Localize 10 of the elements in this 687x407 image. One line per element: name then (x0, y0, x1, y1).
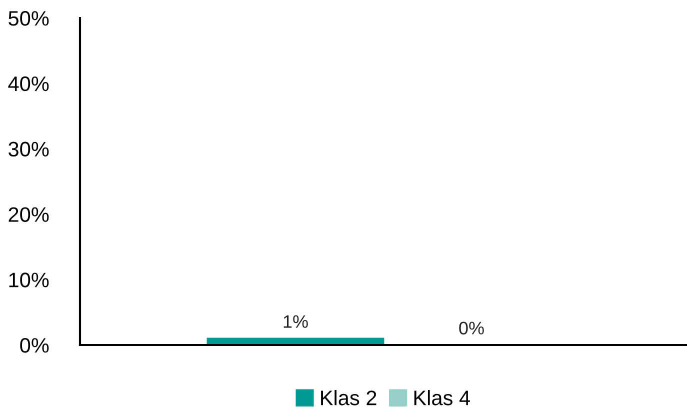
y-tick-label: 50% (8, 11, 49, 26)
y-tick-label: 10% (9, 272, 49, 288)
data-label: 1% (284, 315, 308, 328)
legend-label: Klas 4 (414, 390, 470, 406)
legend-label: Klas 2 (321, 390, 376, 406)
y-tick-label: 0% (20, 338, 49, 353)
y-tick-label: 30% (8, 142, 49, 157)
data-label: 0% (459, 322, 484, 334)
y-tick-label: 20% (8, 207, 49, 222)
y-tick-label: 40% (8, 76, 49, 92)
